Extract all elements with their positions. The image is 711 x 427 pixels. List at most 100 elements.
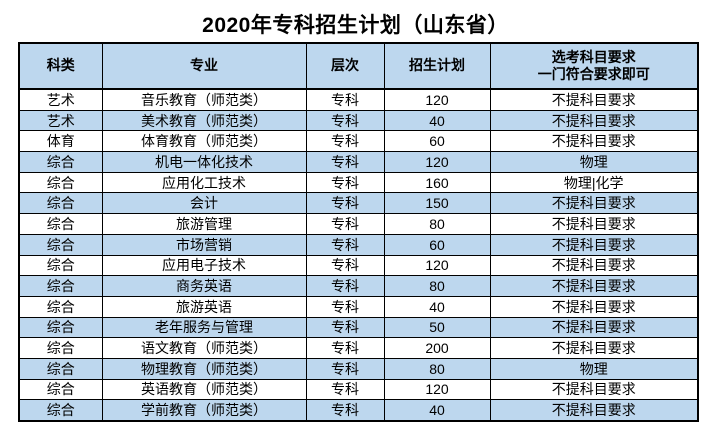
cell-category: 综合 xyxy=(18,337,103,359)
table-row: 综合 物理教育（师范类） 专科 80 物理 xyxy=(18,357,699,380)
cell-level: 专科 xyxy=(305,295,385,318)
cell-subject-req: 不提科目要求 xyxy=(489,88,699,111)
header-major: 专业 xyxy=(101,42,307,90)
cell-subject-req: 不提科目要求 xyxy=(489,233,699,256)
cell-level: 专科 xyxy=(305,275,385,297)
table-row: 综合 语文教育（师范类） 专科 200 不提科目要求 xyxy=(18,337,699,359)
cell-plan: 40 xyxy=(383,295,491,318)
cell-major: 应用化工技术 xyxy=(101,171,307,194)
cell-category: 艺术 xyxy=(18,88,103,111)
cell-level: 专科 xyxy=(305,88,385,111)
table-row: 综合 市场营销 专科 60 不提科目要求 xyxy=(18,233,699,256)
table-row: 综合 应用电子技术 专科 120 不提科目要求 xyxy=(18,254,699,277)
cell-level: 专科 xyxy=(305,109,385,132)
table-header: 科类 专业 层次 招生计划 选考科目要求 一门符合要求即可 xyxy=(18,42,699,90)
cell-major: 老年服务与管理 xyxy=(101,316,307,339)
table-row: 综合 会计 专科 150 不提科目要求 xyxy=(18,192,699,215)
cell-level: 专科 xyxy=(305,337,385,359)
page-title: 2020年专科招生计划（山东省） xyxy=(202,14,509,37)
cell-level: 专科 xyxy=(305,233,385,256)
table-row: 综合 老年服务与管理 专科 50 不提科目要求 xyxy=(18,316,699,339)
cell-category: 综合 xyxy=(18,295,103,318)
cell-subject-req: 物理|化学 xyxy=(489,171,699,194)
cell-major: 音乐教育（师范类） xyxy=(101,88,307,111)
cell-category: 综合 xyxy=(18,378,103,401)
cell-subject-req: 不提科目要求 xyxy=(489,213,699,235)
cell-major: 体育教育（师范类） xyxy=(101,130,307,153)
cell-plan: 80 xyxy=(383,275,491,297)
cell-category: 综合 xyxy=(18,399,103,422)
table-row: 综合 机电一体化技术 专科 120 物理 xyxy=(18,151,699,173)
cell-major: 旅游管理 xyxy=(101,213,307,235)
cell-subject-req: 物理 xyxy=(489,151,699,173)
table-row: 综合 学前教育（师范类） 专科 40 不提科目要求 xyxy=(18,399,699,422)
cell-level: 专科 xyxy=(305,254,385,277)
cell-plan: 40 xyxy=(383,109,491,132)
cell-subject-req: 不提科目要求 xyxy=(489,275,699,297)
cell-plan: 40 xyxy=(383,399,491,422)
cell-major: 旅游英语 xyxy=(101,295,307,318)
cell-major: 商务英语 xyxy=(101,275,307,297)
cell-plan: 150 xyxy=(383,192,491,215)
cell-plan: 80 xyxy=(383,357,491,380)
cell-level: 专科 xyxy=(305,192,385,215)
cell-major: 英语教育（师范类） xyxy=(101,378,307,401)
cell-level: 专科 xyxy=(305,171,385,194)
cell-category: 综合 xyxy=(18,233,103,256)
cell-plan: 50 xyxy=(383,316,491,339)
cell-plan: 60 xyxy=(383,233,491,256)
cell-level: 专科 xyxy=(305,213,385,235)
header-level: 层次 xyxy=(305,42,385,90)
cell-level: 专科 xyxy=(305,399,385,422)
cell-major: 语文教育（师范类） xyxy=(101,337,307,359)
cell-level: 专科 xyxy=(305,151,385,173)
cell-plan: 120 xyxy=(383,151,491,173)
cell-category: 综合 xyxy=(18,275,103,297)
cell-category: 综合 xyxy=(18,213,103,235)
table-row: 综合 旅游管理 专科 80 不提科目要求 xyxy=(18,213,699,235)
admission-plan-table: 科类 专业 层次 招生计划 选考科目要求 一门符合要求即可 艺术 音乐教育（师范类） 专科 1… xyxy=(18,42,699,422)
table-row: 综合 旅游英语 专科 40 不提科目要求 xyxy=(18,295,699,318)
cell-category: 综合 xyxy=(18,316,103,339)
cell-category: 综合 xyxy=(18,151,103,173)
cell-subject-req: 不提科目要求 xyxy=(489,192,699,215)
table-row: 艺术 美术教育（师范类） 专科 40 不提科目要求 xyxy=(18,109,699,132)
cell-subject-req: 不提科目要求 xyxy=(489,337,699,359)
cell-plan: 120 xyxy=(383,88,491,111)
cell-plan: 200 xyxy=(383,337,491,359)
table-header-row: 科类 专业 层次 招生计划 选考科目要求 一门符合要求即可 xyxy=(18,42,699,90)
cell-category: 综合 xyxy=(18,357,103,380)
cell-plan: 60 xyxy=(383,130,491,153)
cell-category: 艺术 xyxy=(18,109,103,132)
cell-plan: 160 xyxy=(383,171,491,194)
table-row: 艺术 音乐教育（师范类） 专科 120 不提科目要求 xyxy=(18,88,699,111)
cell-plan: 120 xyxy=(383,254,491,277)
cell-subject-req: 不提科目要求 xyxy=(489,295,699,318)
header-subject-req: 选考科目要求 一门符合要求即可 xyxy=(489,42,699,90)
cell-subject-req: 不提科目要求 xyxy=(489,378,699,401)
cell-major: 市场营销 xyxy=(101,233,307,256)
cell-major: 应用电子技术 xyxy=(101,254,307,277)
cell-level: 专科 xyxy=(305,130,385,153)
cell-level: 专科 xyxy=(305,357,385,380)
cell-category: 体育 xyxy=(18,130,103,153)
cell-major: 机电一体化技术 xyxy=(101,151,307,173)
cell-level: 专科 xyxy=(305,316,385,339)
header-category: 科类 xyxy=(18,42,103,90)
cell-major: 美术教育（师范类） xyxy=(101,109,307,132)
cell-category: 综合 xyxy=(18,192,103,215)
cell-major: 会计 xyxy=(101,192,307,215)
header-plan: 招生计划 xyxy=(383,42,491,90)
table-row: 体育 体育教育（师范类） 专科 60 不提科目要求 xyxy=(18,130,699,153)
cell-subject-req: 物理 xyxy=(489,357,699,380)
table-row: 综合 商务英语 专科 80 不提科目要求 xyxy=(18,275,699,297)
cell-level: 专科 xyxy=(305,378,385,401)
cell-category: 综合 xyxy=(18,254,103,277)
table-row: 综合 英语教育（师范类） 专科 120 不提科目要求 xyxy=(18,378,699,401)
cell-subject-req: 不提科目要求 xyxy=(489,399,699,422)
cell-major: 学前教育（师范类） xyxy=(101,399,307,422)
cell-major: 物理教育（师范类） xyxy=(101,357,307,380)
table-body: 艺术 音乐教育（师范类） 专科 120 不提科目要求 艺术 美术教育（师范类） 专科 40 不提科… xyxy=(18,88,699,422)
cell-subject-req: 不提科目要求 xyxy=(489,109,699,132)
